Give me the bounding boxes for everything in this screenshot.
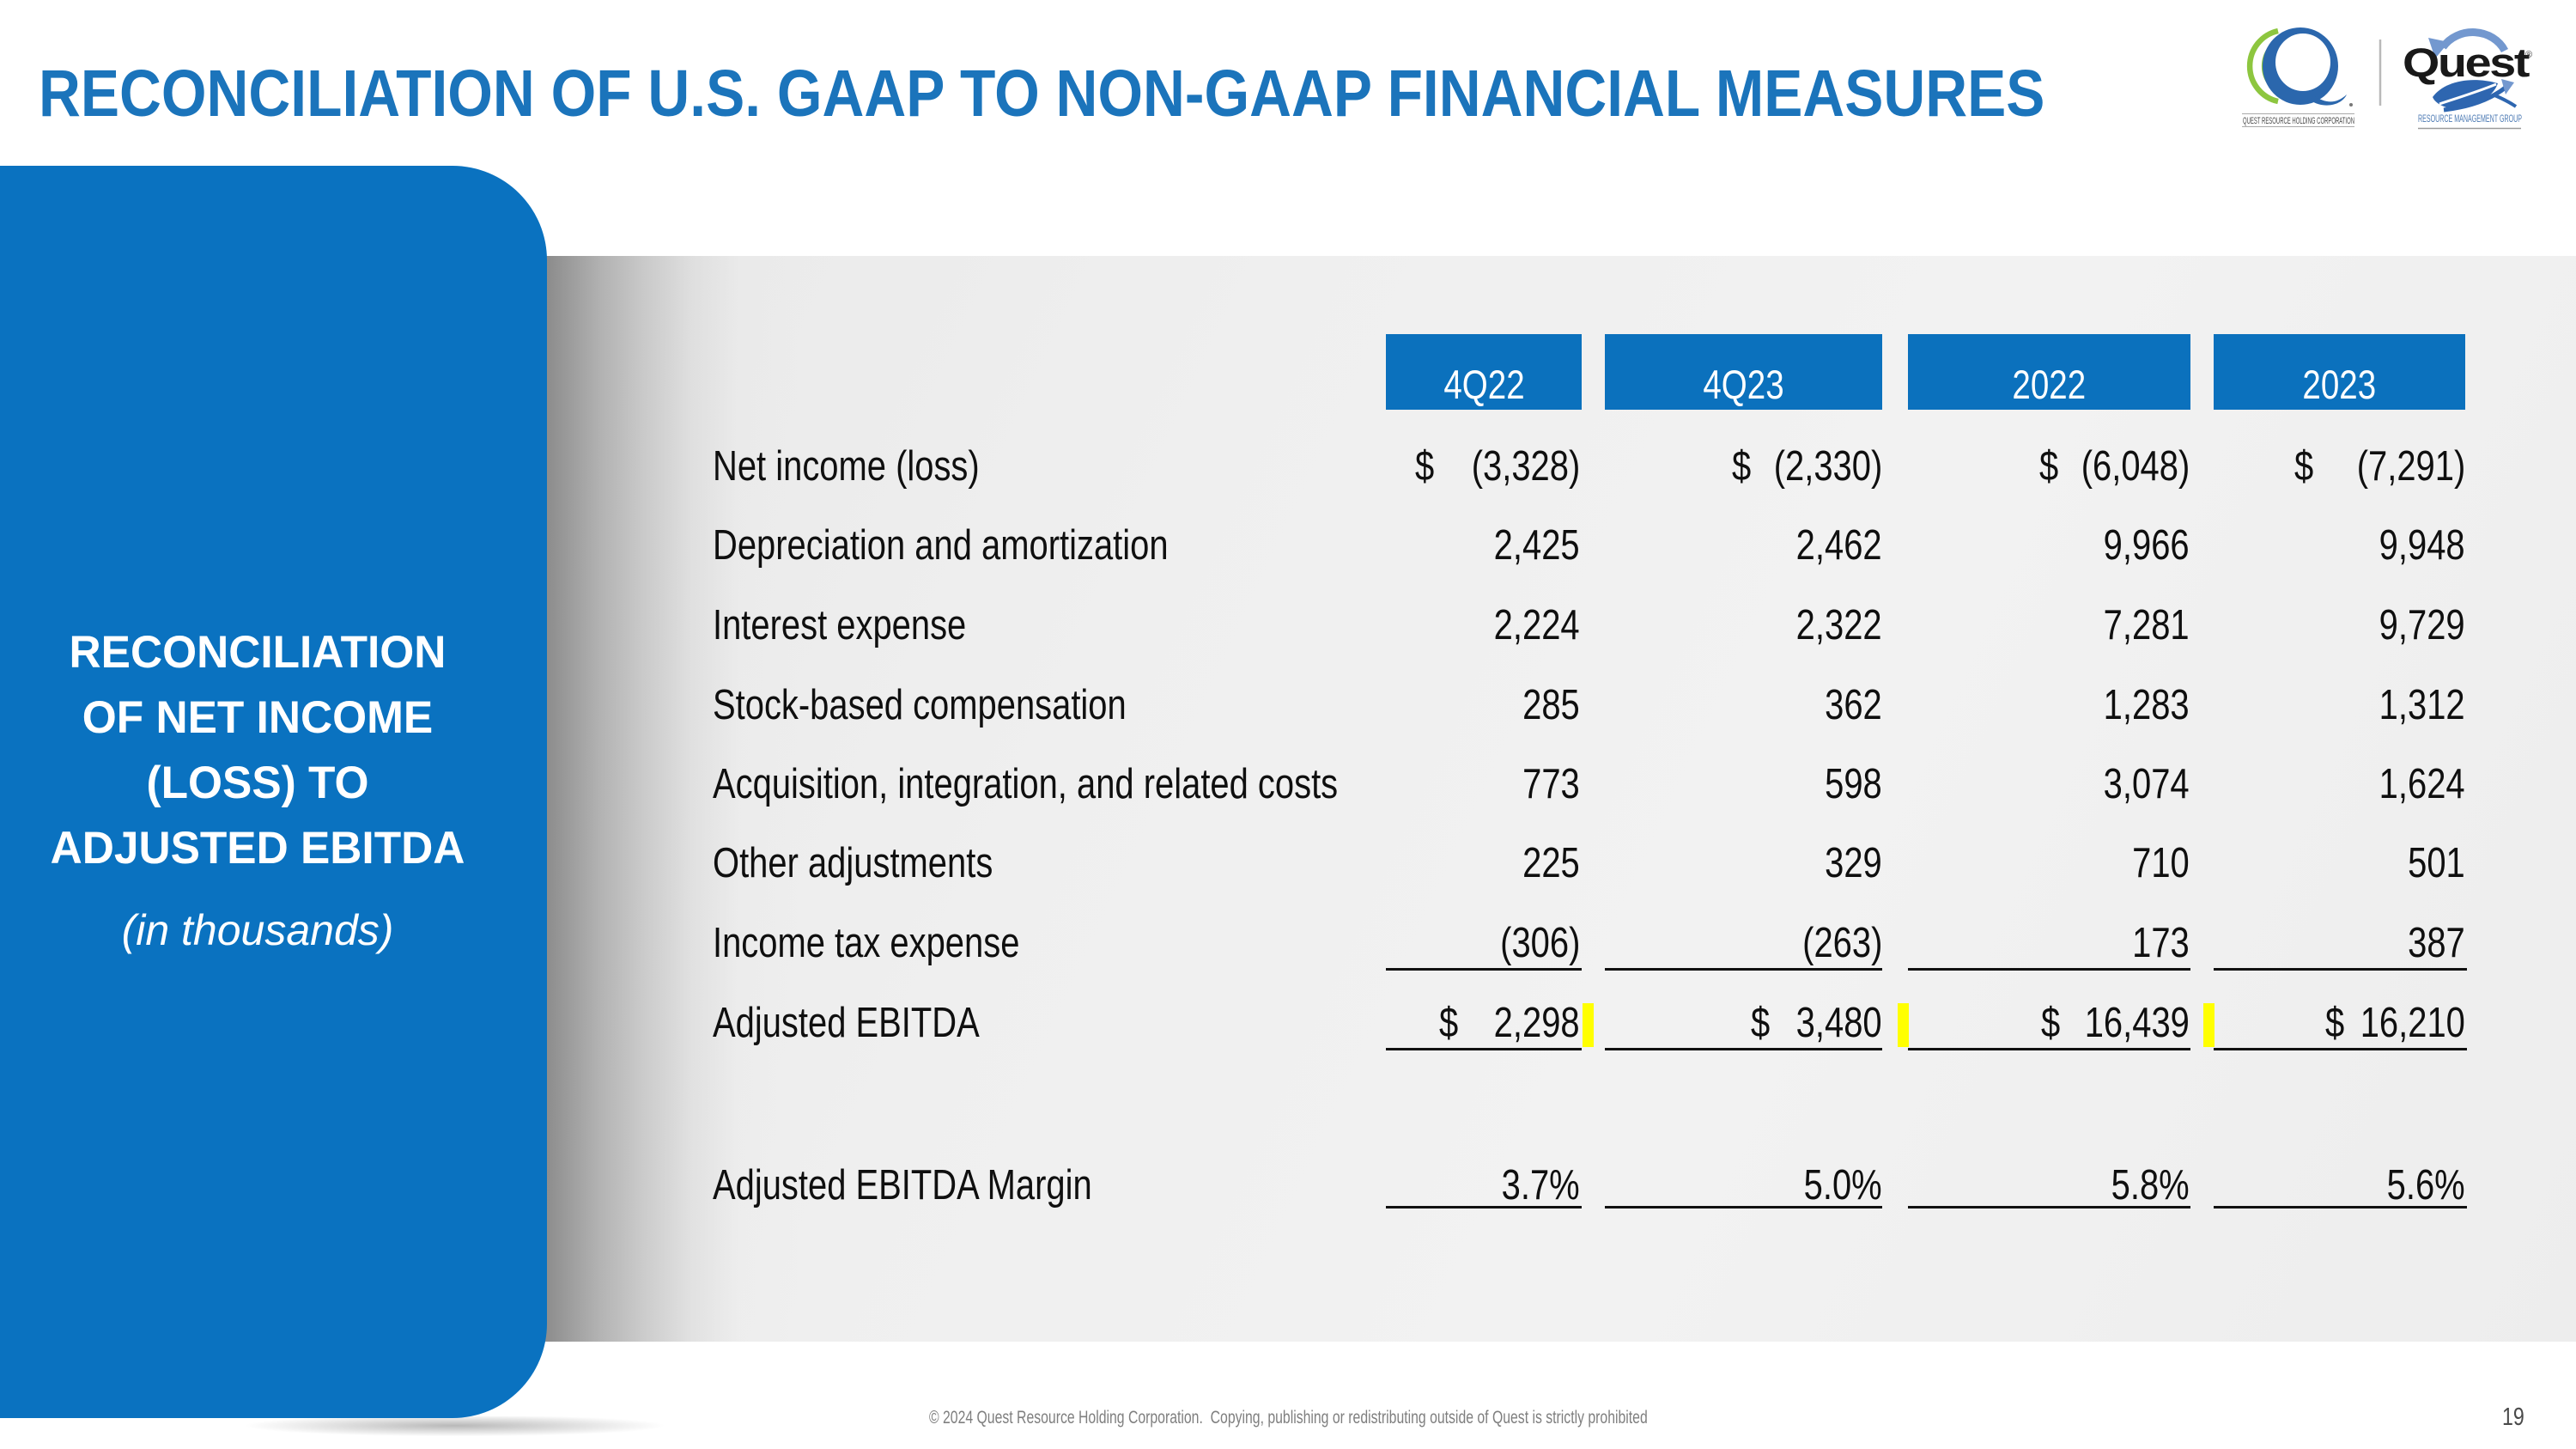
svg-text:Quest: Quest [2403, 40, 2530, 85]
svg-text:QUEST RESOURCE HOLDING CORPORA: QUEST RESOURCE HOLDING CORPORATION [2243, 116, 2354, 126]
svg-text:®: ® [2525, 50, 2532, 60]
svg-text:RESOURCE MANAGEMENT GROUP: RESOURCE MANAGEMENT GROUP [2418, 113, 2522, 125]
